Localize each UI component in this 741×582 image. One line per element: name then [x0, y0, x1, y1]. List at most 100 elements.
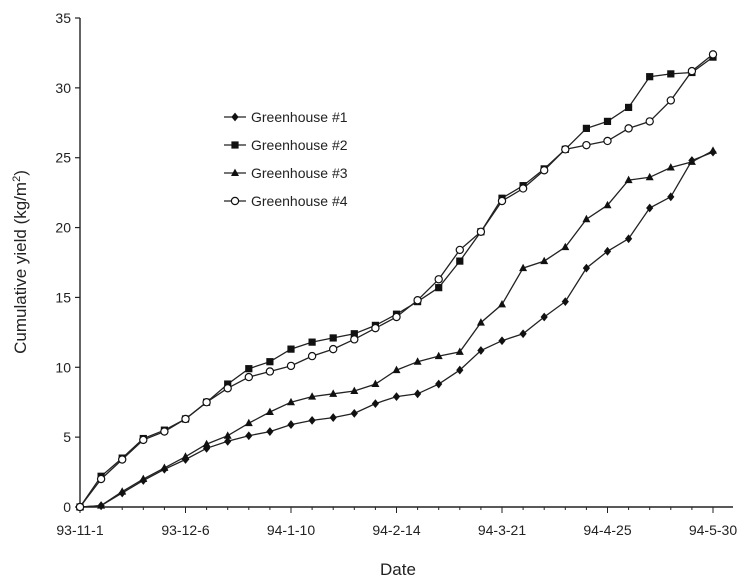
data-point-diamond: [561, 297, 569, 307]
data-point-diamond: [203, 443, 211, 453]
data-point-square: [245, 365, 253, 373]
data-point-triangle: [139, 474, 148, 483]
x-tick-label: 94-1-10: [267, 522, 315, 538]
data-point-diamond: [287, 420, 295, 429]
data-point-triangle: [540, 256, 549, 265]
data-point-square: [308, 338, 316, 346]
y-tick-label: 0: [63, 499, 71, 515]
data-point-diamond: [456, 365, 464, 375]
x-tick-label: 94-3-21: [478, 522, 526, 538]
y-tick-label: 20: [55, 220, 71, 236]
data-point-circle: [117, 455, 127, 464]
data-point-triangle: [498, 300, 506, 308]
data-point-circle: [392, 312, 401, 322]
x-tick-label: 94-2-14: [372, 522, 420, 538]
data-point-diamond: [477, 346, 485, 355]
y-axis-label-main: Cumulative yield (kg/m: [11, 182, 30, 354]
y-tick-label: 30: [55, 80, 71, 96]
data-point-diamond: [625, 234, 633, 244]
y-tick-label: 25: [55, 150, 71, 166]
data-point-circle: [476, 227, 486, 236]
data-point-triangle: [265, 407, 274, 415]
data-point-circle: [96, 474, 106, 484]
data-point-square: [646, 73, 654, 81]
data-point-circle: [540, 166, 549, 175]
legend-label: Greenhouse #2: [251, 137, 348, 153]
data-point-triangle: [308, 392, 317, 400]
y-tick-label: 15: [55, 289, 71, 305]
x-tick-label: 93-11-1: [56, 522, 103, 538]
data-point-triangle: [434, 351, 443, 360]
data-point-diamond: [603, 246, 612, 256]
data-point-circle: [160, 427, 169, 436]
legend-item-greenhouse-2: Greenhouse #2: [224, 137, 348, 153]
data-point-diamond: [231, 112, 239, 122]
data-point-circle: [265, 367, 275, 376]
legend-item-greenhouse-1: Greenhouse #1: [224, 109, 348, 125]
data-point-square: [625, 103, 633, 112]
data-point-triangle: [223, 431, 232, 439]
data-point-triangle: [244, 418, 253, 427]
data-point-triangle: [392, 365, 401, 374]
data-point-triangle: [231, 168, 239, 176]
data-point-circle: [518, 184, 528, 193]
series-greenhouse-2: [76, 53, 717, 511]
data-point-circle: [244, 372, 253, 382]
data-point-triangle: [202, 439, 211, 448]
data-point-diamond: [329, 413, 337, 422]
data-point-circle: [434, 275, 443, 284]
y-tick-label: 5: [63, 429, 71, 445]
series-layer: [75, 50, 718, 512]
data-point-diamond: [435, 379, 443, 389]
data-point-diamond: [646, 203, 654, 213]
series-line: [79, 53, 714, 508]
legend-label: Greenhouse #4: [251, 193, 348, 209]
data-point-diamond: [498, 336, 506, 346]
data-point-square: [435, 284, 443, 292]
series-greenhouse-4: [75, 50, 718, 512]
y-axis-label-sup: 2: [11, 176, 23, 182]
data-point-triangle: [603, 200, 612, 209]
series-greenhouse-3: [76, 146, 717, 510]
data-point-square: [667, 70, 675, 78]
data-point-circle: [223, 384, 232, 393]
data-point-diamond: [245, 431, 253, 441]
data-point-triangle: [709, 146, 717, 154]
data-point-triangle: [666, 163, 675, 171]
x-tick-label: 93-12-6: [161, 522, 209, 538]
data-point-diamond: [266, 427, 274, 436]
data-point-square: [603, 117, 612, 125]
data-point-diamond: [308, 415, 316, 425]
data-point-diamond: [519, 329, 527, 339]
data-point-square: [582, 124, 590, 132]
data-point-diamond: [582, 263, 590, 273]
x-tick-label: 94-5-30: [689, 522, 737, 538]
data-point-diamond: [371, 399, 379, 409]
data-point-circle: [371, 323, 380, 333]
data-point-diamond: [540, 312, 548, 322]
data-point-triangle: [181, 452, 190, 460]
data-point-square: [231, 141, 239, 149]
data-point-triangle: [687, 157, 696, 165]
data-point-diamond: [667, 192, 675, 202]
legend-label: Greenhouse #1: [251, 109, 348, 125]
legend-item-greenhouse-4: Greenhouse #4: [224, 193, 348, 209]
data-point-circle: [181, 414, 190, 424]
data-point-square: [329, 334, 337, 342]
x-axis-label: Date: [380, 560, 416, 579]
series-line: [79, 56, 714, 508]
series-greenhouse-1: [76, 147, 717, 512]
data-point-triangle: [97, 501, 106, 509]
data-point-circle: [603, 136, 612, 146]
data-point-circle: [413, 296, 422, 305]
data-point-circle: [139, 435, 148, 445]
y-tick-label: 35: [55, 10, 71, 26]
y-axis-label: Cumulative yield (kg/m2): [11, 170, 30, 354]
data-point-diamond: [350, 408, 358, 418]
data-point-diamond: [224, 436, 232, 446]
series-line: [79, 151, 714, 508]
data-point-circle: [582, 140, 591, 150]
legend-label: Greenhouse #3: [251, 165, 348, 181]
data-point-triangle: [329, 389, 338, 397]
